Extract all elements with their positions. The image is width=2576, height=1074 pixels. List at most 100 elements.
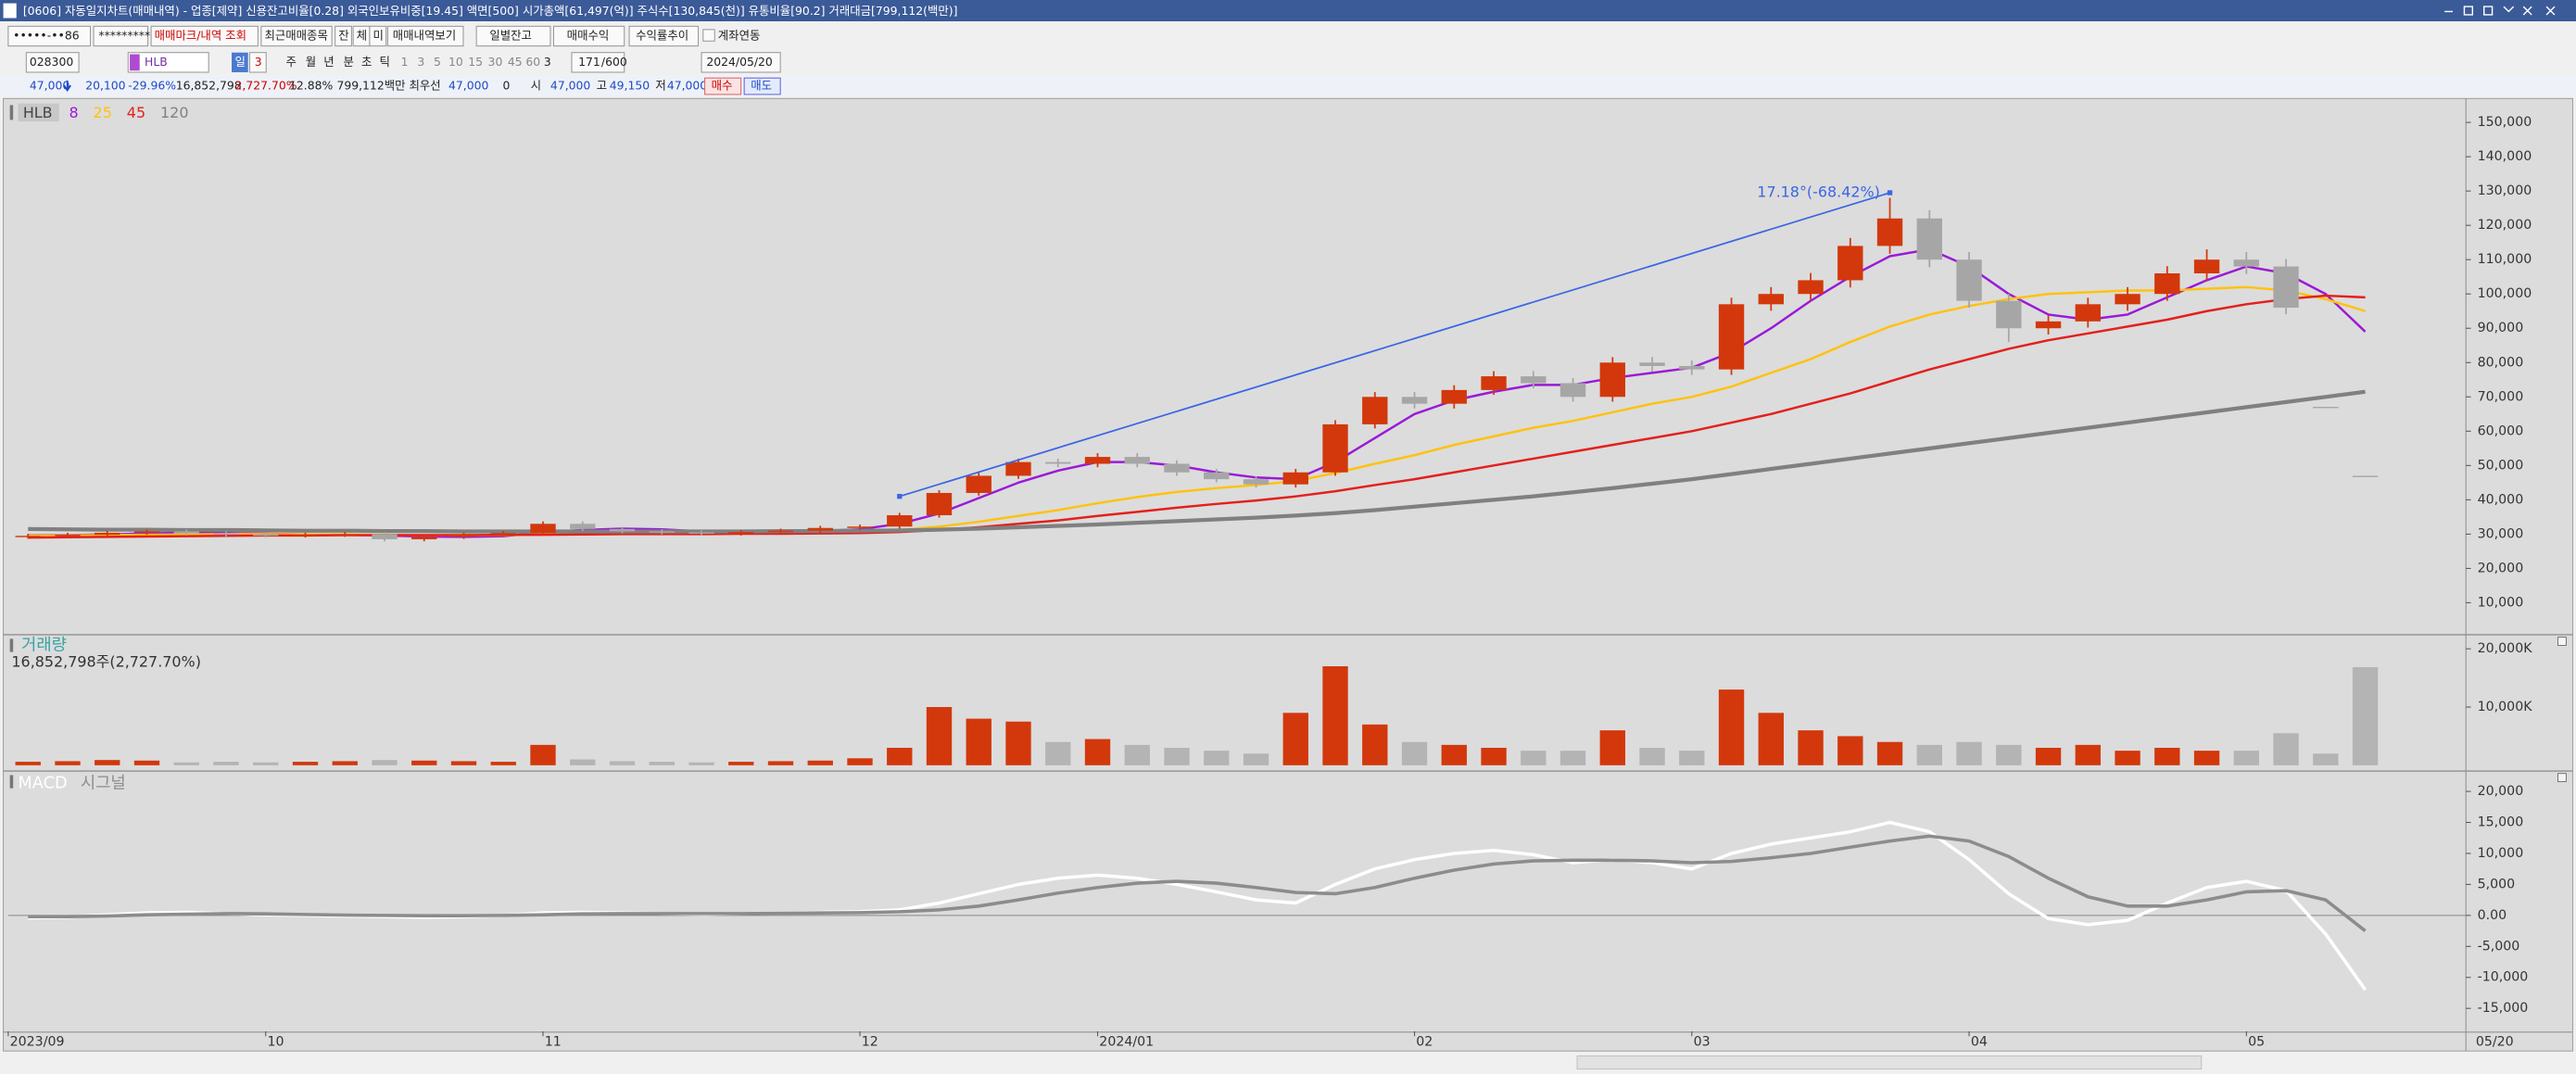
legend-symbol: HLB — [23, 104, 53, 121]
x-tick-label: 12 — [862, 1034, 878, 1049]
interval[interactable]: 45 — [508, 55, 523, 69]
account: •••••-••86 — [13, 28, 80, 42]
interval[interactable]: 1 — [401, 55, 409, 69]
candle-body — [2352, 475, 2379, 477]
volume-bar — [253, 762, 279, 765]
password: ********* — [98, 28, 150, 42]
candle-body — [1005, 461, 1031, 476]
checkbox-label: 계좌연동 — [718, 28, 761, 42]
candle-body — [2233, 259, 2259, 267]
legend-entry: 8 — [69, 104, 78, 121]
button-label: 매매수익 — [567, 28, 610, 42]
candle-body — [173, 531, 199, 534]
button[interactable] — [386, 25, 464, 47]
y-tick-label: 120,000 — [2478, 218, 2532, 233]
button[interactable] — [260, 25, 333, 47]
candle-body — [1282, 472, 1308, 485]
candle-body — [1204, 472, 1230, 480]
volume-bar — [1718, 689, 1745, 765]
interval[interactable]: 15 — [468, 55, 483, 69]
period[interactable]: 주 — [285, 55, 296, 69]
period[interactable]: 초 — [361, 55, 372, 69]
period[interactable]: 틱 — [380, 55, 390, 69]
button[interactable] — [150, 25, 259, 47]
button[interactable] — [369, 25, 387, 47]
candle-body — [1124, 457, 1150, 464]
scroll-thumb[interactable] — [1576, 1055, 2203, 1070]
panel-button[interactable] — [2557, 773, 2567, 782]
volume-bar — [411, 760, 437, 765]
button[interactable] — [335, 25, 352, 47]
candle-body — [1084, 457, 1111, 464]
best-label: 최우선 — [409, 79, 440, 93]
volume-bar — [1758, 713, 1784, 765]
interval[interactable]: 60 — [525, 55, 540, 69]
period-buttons[interactable]: 주 월 년 분 초 틱 1 3 5 10 15 30 45 60 3 — [285, 55, 550, 69]
period-active[interactable] — [231, 52, 248, 72]
y-tick-label: 140,000 — [2478, 149, 2532, 164]
candle-body — [2075, 304, 2101, 322]
volume-bar — [728, 762, 754, 765]
interval[interactable]: 30 — [488, 55, 503, 69]
count-box[interactable] — [571, 52, 625, 73]
x-tick-label: 03 — [1694, 1034, 1711, 1049]
password-box[interactable] — [93, 25, 149, 47]
button[interactable] — [475, 25, 551, 47]
code-box[interactable] — [25, 52, 80, 73]
period-value: 3 — [255, 55, 262, 69]
x-tick-label: 04 — [1971, 1034, 1988, 1049]
volume-bar — [688, 762, 714, 765]
button-label: 수익률추이 — [636, 28, 688, 42]
volume-bar — [450, 761, 477, 765]
code: 028300 — [30, 55, 73, 69]
volume-bar — [173, 762, 199, 765]
legend-entry: 120 — [160, 104, 188, 121]
name-box[interactable] — [127, 52, 209, 73]
checkbox[interactable] — [702, 29, 715, 42]
candle-body — [1362, 397, 1388, 424]
button[interactable] — [628, 25, 700, 47]
button-label: 체 — [357, 28, 367, 42]
title-bar — [0, 0, 2576, 22]
panel-button[interactable] — [2557, 637, 2567, 646]
interval[interactable]: 3 — [544, 55, 551, 69]
period[interactable]: 월 — [306, 55, 316, 69]
volume-bar — [1401, 741, 1428, 765]
volume-bar — [1639, 747, 1665, 765]
sell-button[interactable] — [743, 77, 781, 95]
period[interactable]: 분 — [344, 55, 354, 69]
y-tick-label: 90,000 — [2478, 321, 2524, 335]
y-tick-label: 60,000 — [2478, 423, 2524, 438]
volume-bar — [1798, 730, 1824, 765]
date-box[interactable] — [701, 52, 781, 73]
y-tick-label: -5,000 — [2478, 939, 2520, 954]
volume-bar — [2115, 751, 2140, 765]
volume-bar — [570, 759, 596, 765]
x-tick-label: 2024/01 — [1099, 1034, 1154, 1049]
volume-bar — [966, 718, 991, 765]
interval[interactable]: 10 — [448, 55, 463, 69]
period-box[interactable] — [248, 52, 267, 73]
volume-bar — [1164, 747, 1190, 765]
window-controls[interactable] — [2438, 5, 2567, 19]
count: 171 — [578, 55, 600, 69]
candle-body — [2035, 321, 2062, 329]
candle-body — [649, 531, 675, 533]
moving-average — [28, 389, 2366, 534]
button[interactable] — [552, 25, 625, 47]
period[interactable]: 년 — [323, 55, 334, 69]
volume-bar — [213, 762, 239, 765]
interval[interactable]: 5 — [434, 55, 441, 69]
volume-bar — [95, 760, 120, 765]
button-label: 매매마크/내역 조회 — [155, 28, 246, 42]
candle-body — [95, 532, 120, 536]
interval[interactable]: 3 — [417, 55, 424, 69]
account-box[interactable] — [7, 25, 92, 47]
volume-bar — [1441, 744, 1467, 765]
volume-bar — [1045, 741, 1071, 765]
volume-bar — [1599, 730, 1625, 765]
candle-body — [688, 532, 714, 534]
buy-button[interactable] — [704, 77, 742, 95]
candle-body — [609, 528, 636, 532]
window-glyphs — [2444, 6, 2556, 16]
